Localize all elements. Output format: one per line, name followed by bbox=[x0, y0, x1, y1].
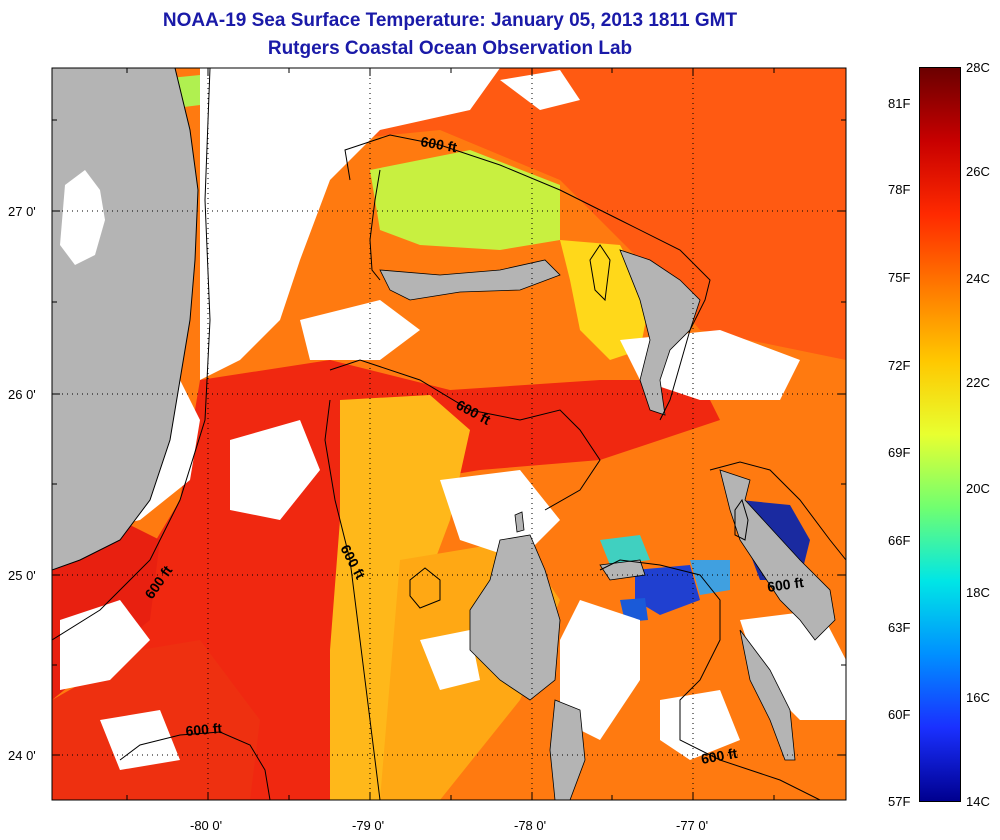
colorbar-fahrenheit-label: 75F bbox=[888, 270, 911, 285]
map-frame bbox=[51, 67, 847, 801]
colorbar-fahrenheit-label: 60F bbox=[888, 707, 911, 722]
lon-label: -78 0' bbox=[514, 818, 546, 833]
cloud-sw bbox=[100, 710, 180, 770]
colorbar-fahrenheit-label: 69F bbox=[888, 445, 911, 460]
contour-label: 600 ft bbox=[766, 574, 805, 595]
colorbar-fahrenheit-label: 63F bbox=[888, 620, 911, 635]
contour-abaco-inner bbox=[589, 244, 611, 302]
contour-grand-bahama-west bbox=[369, 169, 381, 281]
map-title: NOAA-19 Sea Surface Temperature: January… bbox=[162, 10, 738, 31]
colorbar-fahrenheit-label: 78F bbox=[888, 182, 911, 197]
colorbar-celsius-label: 16C bbox=[966, 690, 990, 705]
contour-label: 600 ft bbox=[419, 133, 458, 155]
colorbar-fahrenheit-label: 81F bbox=[888, 96, 911, 111]
cloud-mid bbox=[300, 300, 420, 360]
lon-label: -80 0' bbox=[190, 818, 222, 833]
contour-cuba-north bbox=[119, 731, 271, 800]
map-subtitle: Rutgers Coastal Ocean Observation Lab bbox=[267, 38, 633, 59]
colorbar-celsius-label: 14C bbox=[966, 794, 990, 809]
colorbar-celsius-label: 26C bbox=[966, 164, 990, 179]
land-bimini bbox=[514, 511, 525, 533]
colorbar-celsius-label: 24C bbox=[966, 271, 990, 286]
contour-tongue-of-ocean bbox=[599, 559, 821, 800]
sst-warm-north bbox=[340, 68, 846, 360]
land-andros-south bbox=[549, 699, 586, 800]
contour-north-channel bbox=[329, 359, 601, 511]
contour-eleuthera-inner bbox=[734, 498, 749, 541]
sst-cool-cyan bbox=[600, 535, 650, 565]
colorbar-fahrenheit-label: 57F bbox=[888, 794, 911, 809]
land-exuma bbox=[739, 629, 796, 761]
contour-florida-shelf bbox=[52, 68, 211, 641]
cloud-south-center bbox=[560, 600, 640, 740]
cloud-se bbox=[740, 610, 846, 720]
sst-cold-patch-2 bbox=[635, 565, 700, 615]
sst-green-patch bbox=[370, 150, 560, 250]
contour-cay-sal bbox=[409, 567, 441, 609]
cloud-north bbox=[200, 68, 500, 380]
colorbar-celsius-label: 18C bbox=[966, 585, 990, 600]
contour-label: 600 ft bbox=[185, 720, 223, 739]
lat-label: 26 0' bbox=[8, 387, 36, 402]
colorbar-celsius-label: 28C bbox=[966, 60, 990, 75]
axis-ticks bbox=[52, 68, 846, 800]
lat-label: 27 0' bbox=[8, 204, 36, 219]
land-eleuthera bbox=[719, 469, 836, 641]
land-grand-bahama bbox=[379, 259, 561, 301]
land-andros bbox=[469, 534, 561, 701]
cloud-small bbox=[420, 630, 480, 690]
lat-label: 24 0' bbox=[8, 748, 36, 763]
sst-cool-patch bbox=[690, 560, 730, 595]
colorbar-celsius-label: 20C bbox=[966, 481, 990, 496]
land-new-providence bbox=[599, 559, 646, 581]
cloud-ne bbox=[500, 70, 580, 110]
temperature-colorbar bbox=[919, 67, 961, 802]
colorbar-fahrenheit-label: 72F bbox=[888, 358, 911, 373]
land-abaco bbox=[619, 249, 701, 416]
contour-eleuthera bbox=[709, 461, 846, 561]
cloud-west-2 bbox=[230, 420, 320, 520]
contour-great-bahama-west bbox=[324, 399, 381, 800]
lon-label: -79 0' bbox=[352, 818, 384, 833]
graticule bbox=[52, 68, 846, 800]
lake-okeechobee bbox=[60, 170, 105, 265]
lat-label: 25 0' bbox=[8, 568, 36, 583]
contour-little-bahama-bank bbox=[344, 134, 711, 421]
cloud-keys bbox=[60, 600, 150, 690]
colorbar-celsius-label: 22C bbox=[966, 375, 990, 390]
contour-label: 600 ft bbox=[700, 745, 739, 767]
lon-label: -77 0' bbox=[676, 818, 708, 833]
colorbar-fahrenheit-label: 66F bbox=[888, 533, 911, 548]
